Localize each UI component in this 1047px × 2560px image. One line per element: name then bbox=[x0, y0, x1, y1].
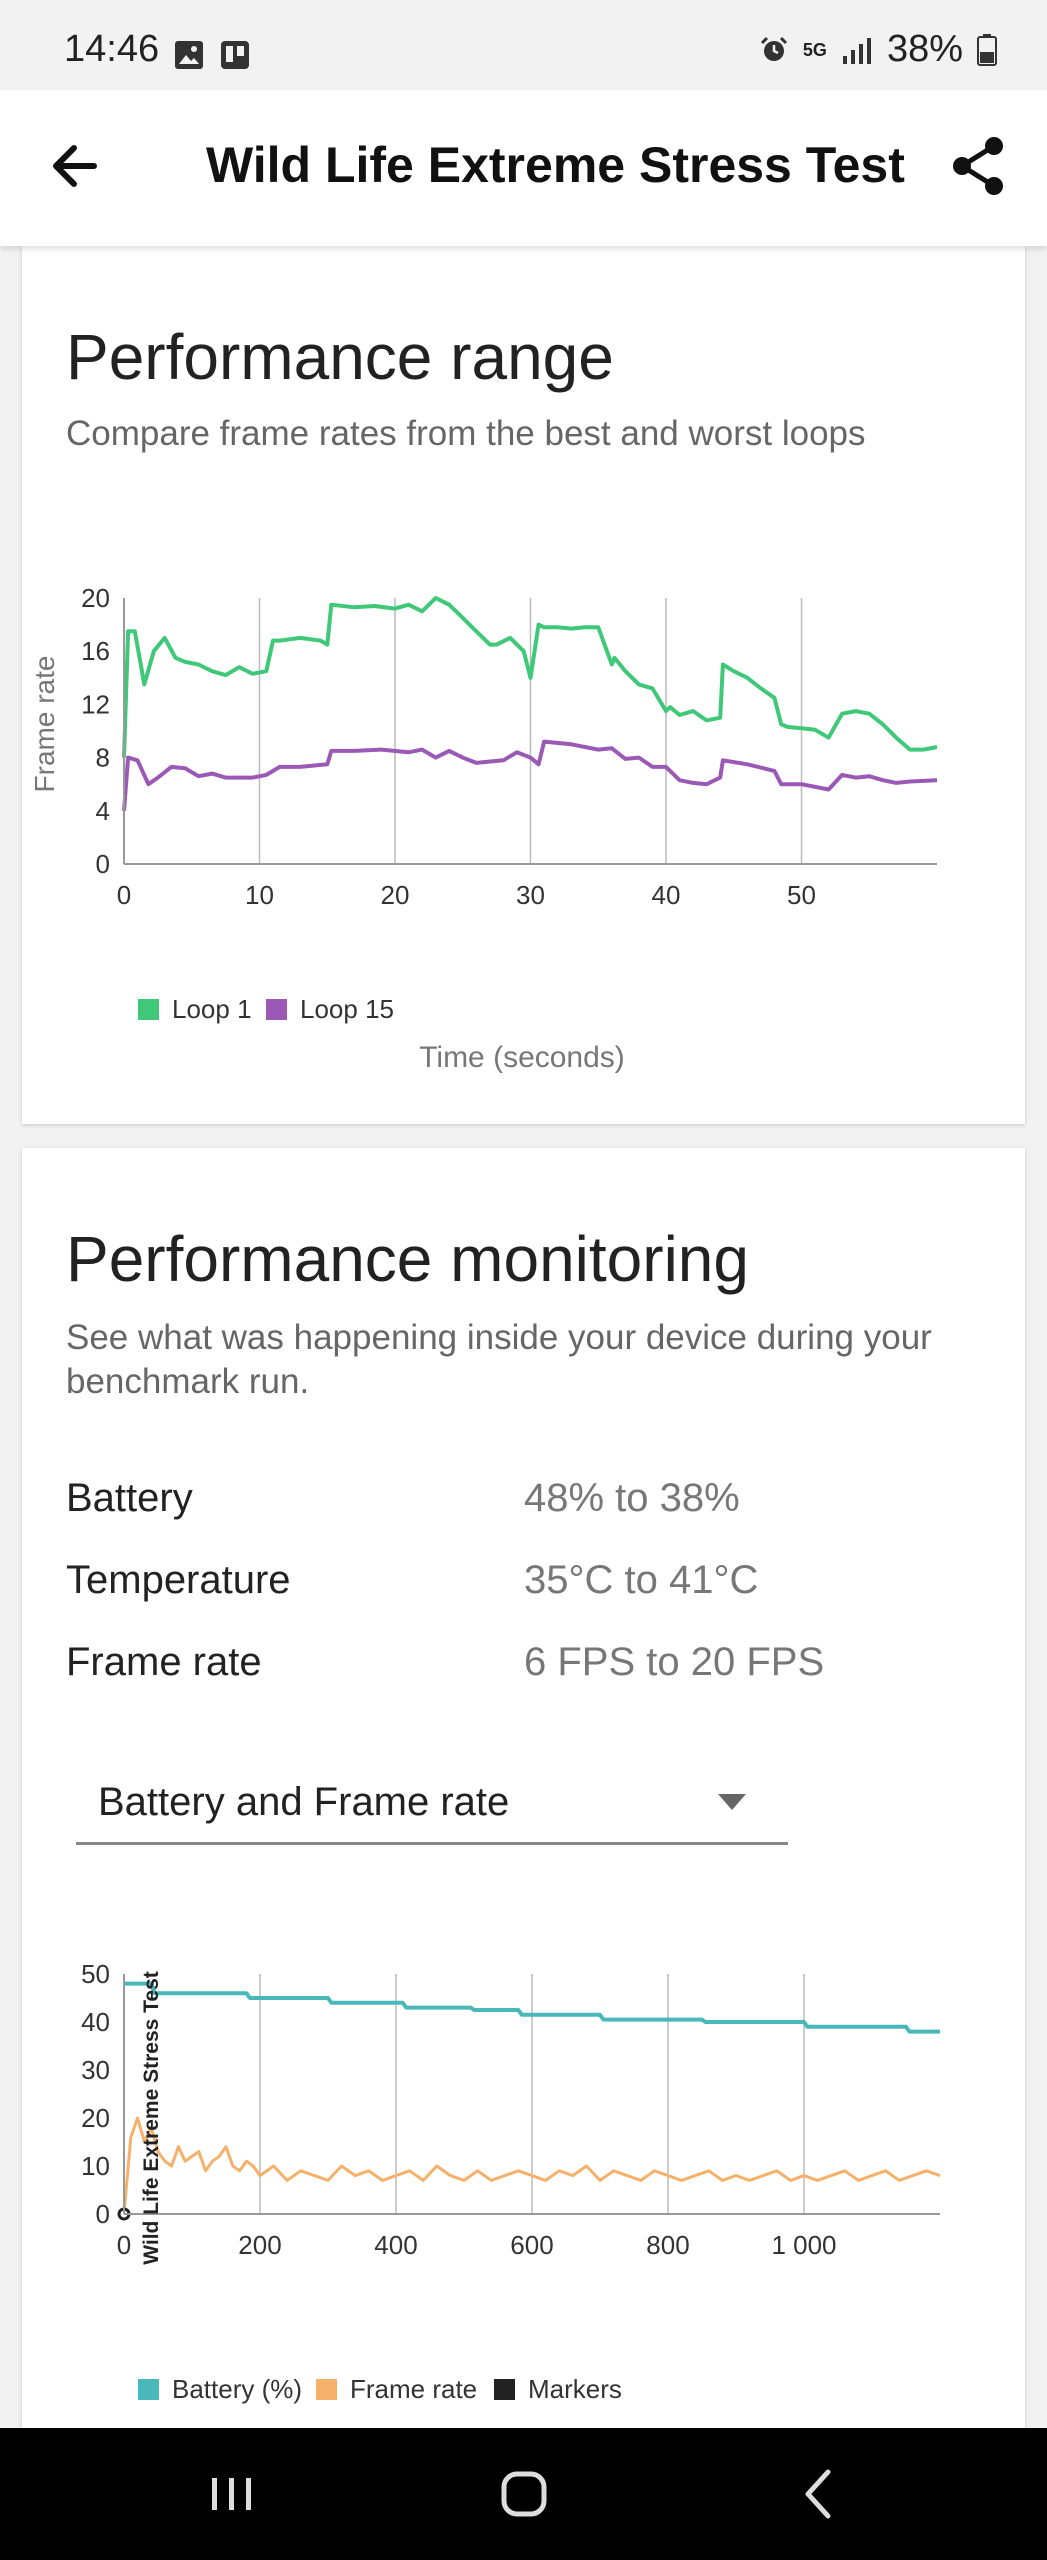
chevron-down-icon bbox=[718, 1794, 746, 1810]
back-arrow-icon[interactable] bbox=[48, 136, 108, 196]
stat-value-battery: 48% to 38% bbox=[524, 1476, 740, 1520]
y-axis-label: Frame rate bbox=[29, 656, 60, 793]
share-icon[interactable] bbox=[948, 134, 1008, 198]
battery-icon bbox=[977, 33, 997, 66]
legend-label-loop15: Loop 15 bbox=[300, 994, 394, 1024]
dropdown-selected-value: Battery and Frame rate bbox=[98, 1780, 510, 1824]
x-tick-label: 800 bbox=[646, 2230, 689, 2260]
performance-range-subtitle: Compare frame rates from the best and wo… bbox=[66, 414, 866, 453]
page-title: Wild Life Extreme Stress Test bbox=[206, 137, 905, 193]
x-tick-label: 1 000 bbox=[771, 2230, 836, 2260]
performance-range-title: Performance range bbox=[66, 321, 614, 393]
legend-label-frame-rate: Frame rate bbox=[350, 2374, 477, 2404]
battery-framerate-chart: 0 10 20 30 40 50 0 200 400 600 800 1 000 Wild Life… bbox=[81, 1959, 941, 2404]
y-tick-label: 20 bbox=[81, 2103, 110, 2133]
y-tick-label: 10 bbox=[81, 2151, 110, 2181]
app-bar: Wild Life Extreme Stress Test bbox=[0, 90, 1047, 246]
performance-monitoring-subtitle: See what was happening inside your devic… bbox=[66, 1318, 932, 1401]
series-line-battery bbox=[124, 1981, 940, 2034]
stat-value-temperature: 35°C to 41°C bbox=[524, 1558, 759, 1602]
legend-swatch-markers bbox=[494, 2379, 515, 2400]
y-tick-label: 20 bbox=[81, 583, 110, 613]
y-tick-label: 40 bbox=[81, 2007, 110, 2037]
legend-swatch-battery bbox=[138, 2379, 159, 2400]
system-nav-bar bbox=[0, 2428, 1047, 2560]
back-nav-icon[interactable] bbox=[780, 2458, 860, 2530]
x-tick-label: 10 bbox=[245, 880, 274, 910]
legend-label-markers: Markers bbox=[528, 2374, 622, 2404]
x-tick-label: 20 bbox=[381, 880, 410, 910]
stat-label-battery: Battery bbox=[66, 1476, 193, 1520]
performance-range-chart: 0 4 8 12 16 20 0 10 20 30 40 50 Frame rate Loop 1 … bbox=[29, 583, 938, 1074]
legend-swatch-frame-rate bbox=[316, 2379, 337, 2400]
y-tick-label: 0 bbox=[96, 849, 110, 879]
y-tick-label: 50 bbox=[81, 1959, 110, 1989]
status-right-group: 5G 38% bbox=[759, 28, 997, 71]
performance-range-card: Performance range Compare frame rates fr… bbox=[22, 246, 1025, 1124]
chart-type-dropdown[interactable]: Battery and Frame rate bbox=[76, 1748, 788, 1845]
stat-label-frame-rate: Frame rate bbox=[66, 1640, 262, 1684]
x-tick-label: 50 bbox=[787, 880, 816, 910]
network-type: 5G bbox=[802, 39, 827, 60]
stat-value-frame-rate: 6 FPS to 20 FPS bbox=[524, 1640, 825, 1684]
y-tick-label: 4 bbox=[96, 796, 110, 826]
board-notification-icon bbox=[221, 41, 249, 69]
series-line-loop-1 bbox=[122, 596, 938, 758]
status-bar: 14:46 5G 38% bbox=[0, 0, 1047, 90]
y-tick-label: 16 bbox=[81, 636, 110, 666]
x-tick-label: 30 bbox=[516, 880, 545, 910]
y-tick-label: 30 bbox=[81, 2055, 110, 2085]
home-icon[interactable] bbox=[484, 2458, 564, 2530]
legend-swatch-loop1 bbox=[138, 999, 159, 1020]
gallery-notification-icon bbox=[175, 41, 203, 69]
performance-monitoring-card: Performance monitoring See what was happ… bbox=[22, 1148, 1025, 2428]
series-line-loop-15 bbox=[122, 739, 938, 811]
stat-label-temperature: Temperature bbox=[66, 1558, 291, 1602]
x-tick-label: 40 bbox=[652, 880, 681, 910]
marker-label: Wild Life Extreme Stress Test bbox=[140, 1971, 163, 2265]
alarm-icon bbox=[760, 36, 787, 61]
status-time: 14:46 bbox=[64, 28, 160, 70]
y-tick-label: 0 bbox=[96, 2199, 110, 2229]
performance-monitoring-title: Performance monitoring bbox=[66, 1223, 749, 1295]
x-tick-label: 0 bbox=[117, 2230, 131, 2260]
x-tick-label: 200 bbox=[238, 2230, 281, 2260]
battery-percent: 38% bbox=[886, 28, 963, 70]
legend-label-battery: Battery (%) bbox=[172, 2374, 302, 2404]
recent-apps-icon[interactable] bbox=[192, 2458, 272, 2530]
x-tick-label: 400 bbox=[374, 2230, 417, 2260]
legend-label-loop1: Loop 1 bbox=[172, 994, 252, 1024]
chart-legend: Loop 1 Loop 15 bbox=[138, 994, 394, 1024]
legend-swatch-loop15 bbox=[266, 999, 287, 1020]
y-tick-label: 8 bbox=[96, 743, 110, 773]
x-axis-label: Time (seconds) bbox=[419, 1041, 625, 1074]
x-tick-label: 600 bbox=[510, 2230, 553, 2260]
x-tick-label: 0 bbox=[117, 880, 131, 910]
y-tick-label: 12 bbox=[81, 689, 110, 719]
chart-legend: Battery (%) Frame rate Markers bbox=[138, 2374, 622, 2404]
series-line-frame-rate bbox=[122, 2116, 941, 2215]
signal-icon bbox=[842, 37, 871, 64]
